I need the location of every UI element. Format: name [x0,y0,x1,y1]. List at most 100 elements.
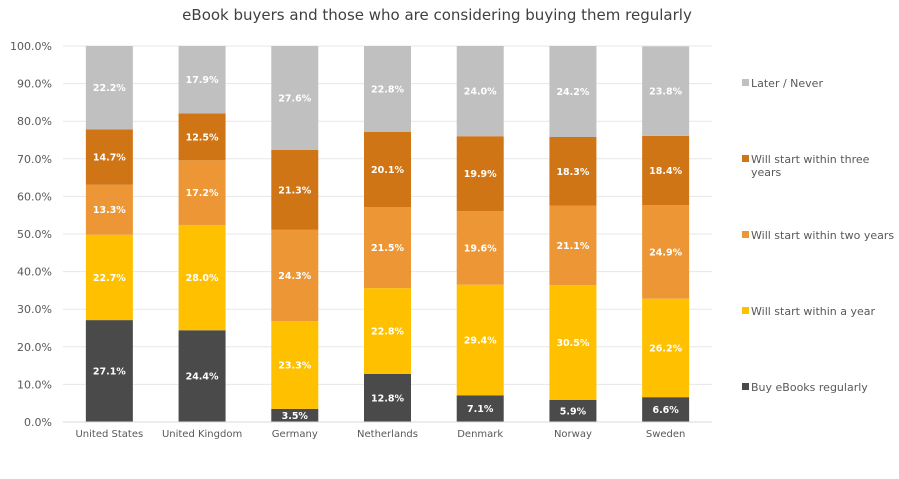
bar-segment-will-start-within-three-years [549,136,597,206]
data-label: 21.1% [556,241,589,252]
legend-label: years [751,166,782,179]
data-label: 14.7% [93,153,126,164]
data-label: 27.6% [278,93,311,104]
bar-segment-will-start-within-two-years [456,211,504,285]
data-label: 21.5% [371,243,404,254]
legend-swatch [742,307,749,314]
bar-segment-buy-ebooks-regularly [456,395,504,422]
x-category-label: Sweden [646,429,686,440]
bar-segment-will-start-within-a-year [271,321,319,409]
y-tick-label: 40.0% [17,266,52,279]
x-category-label: Germany [272,429,318,440]
bar-segment-will-start-within-three-years [271,149,319,230]
bar-segment-will-start-within-two-years [271,229,319,322]
bar-segment-buy-ebooks-regularly [642,397,690,422]
bar-segment-will-start-within-two-years [178,160,226,225]
bar-segment-will-start-within-three-years [85,129,133,185]
bar-segment-buy-ebooks-regularly [178,330,226,422]
data-label: 23.3% [278,361,311,372]
legend-label: Will start within a year [751,305,876,318]
data-label: 22.8% [371,327,404,338]
bar-segment-buy-ebooks-regularly [364,373,411,422]
bar-segment-later-never [271,46,319,150]
legend-label: Will start within two years [751,229,894,242]
y-tick-label: 50.0% [17,228,52,241]
bar-segment-will-start-within-three-years [364,131,411,208]
data-label: 18.3% [556,167,589,178]
y-tick-label: 20.0% [17,341,52,354]
y-tick-label: 80.0% [17,115,52,128]
bar-segment-will-start-within-two-years [642,205,690,299]
bar-segment-later-never [85,46,133,130]
y-tick-label: 100.0% [10,40,52,53]
data-label: 22.2% [93,83,126,94]
x-category-label: United States [75,429,143,440]
legend-label: Later / Never [751,77,823,90]
data-label: 24.4% [186,372,219,383]
data-label: 22.7% [93,273,126,284]
bar-segment-will-start-within-two-years [549,205,597,286]
data-label: 17.9% [186,75,219,86]
bar-segment-will-start-within-a-year [549,285,597,400]
data-label: 24.3% [278,271,311,282]
data-label: 22.8% [371,84,404,95]
legend-swatch [742,155,749,162]
data-label: 18.4% [649,166,682,177]
legend: Later / Never Will start within threeyear… [742,77,894,394]
data-label: 12.5% [186,132,219,143]
x-category-label: Norway [554,429,592,440]
data-label: 7.1% [467,404,494,415]
y-tick-label: 90.0% [17,78,52,91]
data-label: 6.6% [652,405,679,416]
bar-segment-will-start-within-three-years [642,135,690,206]
y-tick-label: 60.0% [17,190,52,203]
data-label: 30.5% [556,338,589,349]
data-label: 20.1% [371,165,404,176]
bar-segment-will-start-within-a-year [85,234,133,321]
y-tick-label: 0.0% [24,416,52,429]
bar-segment-will-start-within-three-years [178,113,226,161]
data-label: 5.9% [560,406,587,417]
legend-label: Buy eBooks regularly [751,381,868,394]
y-tick-label: 10.0% [17,378,52,391]
legend-swatch [742,231,749,238]
bar-segment-will-start-within-a-year [178,224,226,331]
data-label: 29.4% [464,336,497,347]
data-label: 24.0% [464,87,497,98]
x-category-label: United Kingdom [162,429,242,440]
data-label: 23.8% [649,87,682,98]
bar-segment-buy-ebooks-regularly [271,408,319,422]
legend-label: Will start within three [751,153,870,166]
bar-segment-later-never [456,46,504,137]
data-label: 13.3% [93,205,126,216]
y-axis: 0.0% 10.0% 20.0% 30.0% 40.0% 50.0% 60.0% 70.0% 8… [10,40,52,429]
data-label: 19.6% [464,243,497,254]
data-labels: 27.1% 22.7% 13.3% 14.7% 22.2% 24.4% 28.0% 17.2%… [93,75,683,422]
x-axis: United States United Kingdom Germany Nether… [63,421,712,440]
chart-title: eBook buyers and those who are consideri… [182,6,692,24]
data-label: 19.9% [464,169,497,180]
data-label: 12.8% [371,393,404,404]
bar-segment-will-start-within-a-year [456,284,504,396]
bar-segment-will-start-within-two-years [85,184,133,235]
x-category-label: Netherlands [357,429,418,440]
data-label: 26.2% [649,343,682,354]
bars [85,46,690,422]
bar-segment-later-never [642,46,690,136]
bar-segment-later-never [549,46,597,137]
bar-segment-later-never [178,46,226,114]
legend-swatch [742,79,749,86]
bar-segment-buy-ebooks-regularly [85,320,133,422]
bar-segment-buy-ebooks-regularly [549,399,597,422]
x-category-label: Denmark [457,429,503,440]
bar-segment-later-never [364,46,411,132]
data-label: 24.2% [556,87,589,98]
data-label: 27.1% [93,367,126,378]
data-label: 21.3% [278,185,311,196]
data-label: 28.0% [186,273,219,284]
legend-swatch [742,383,749,390]
bar-segment-will-start-within-three-years [456,136,504,212]
data-label: 24.9% [649,247,682,258]
bar-segment-will-start-within-a-year [364,288,411,374]
